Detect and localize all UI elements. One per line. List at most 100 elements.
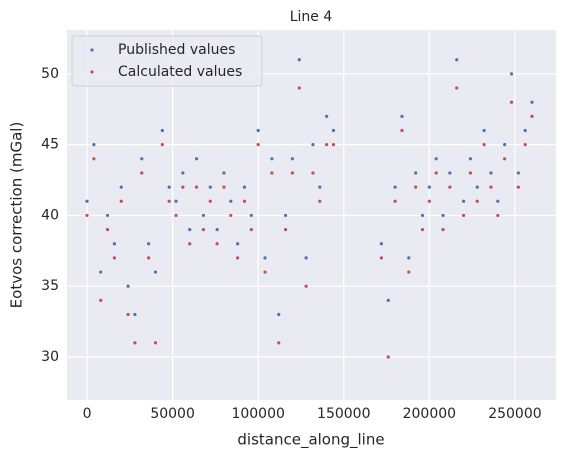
point xyxy=(434,171,438,175)
point xyxy=(455,86,459,90)
point xyxy=(297,86,301,90)
y-tick-label: 40 xyxy=(41,207,59,223)
point xyxy=(475,185,479,189)
point xyxy=(482,143,486,147)
y-axis-label: Eotvos correction (mGal) xyxy=(8,122,26,309)
point xyxy=(105,213,110,218)
point xyxy=(92,143,96,147)
point xyxy=(304,256,308,260)
point xyxy=(441,213,445,218)
x-tick-label: 150000 xyxy=(317,406,370,422)
point xyxy=(160,143,164,147)
legend-marker xyxy=(90,48,94,52)
point xyxy=(468,157,473,161)
point xyxy=(290,157,295,161)
point xyxy=(140,171,144,175)
point xyxy=(297,58,301,62)
point xyxy=(167,199,171,203)
point xyxy=(229,213,233,218)
x-tick-label: 200000 xyxy=(403,406,456,422)
legend: Published values Calculated values xyxy=(71,35,263,87)
legend-frame xyxy=(71,35,263,87)
point xyxy=(407,270,411,274)
point xyxy=(516,185,520,189)
point xyxy=(448,171,452,175)
point xyxy=(489,185,493,189)
point xyxy=(393,199,397,203)
point xyxy=(270,171,274,175)
marks xyxy=(85,58,534,359)
point xyxy=(523,128,527,133)
point xyxy=(509,100,514,104)
point xyxy=(160,128,164,133)
point xyxy=(263,270,267,274)
point xyxy=(147,256,151,260)
point xyxy=(126,284,130,288)
point xyxy=(461,213,466,218)
point xyxy=(242,199,247,203)
point xyxy=(188,242,192,246)
point xyxy=(325,114,329,118)
point xyxy=(236,242,240,246)
y-tick-label: 35 xyxy=(41,278,59,294)
point xyxy=(133,312,137,317)
point xyxy=(256,128,260,133)
y-tick-label: 30 xyxy=(41,349,59,365)
point xyxy=(270,157,274,161)
point xyxy=(489,171,493,175)
point xyxy=(208,185,212,189)
point xyxy=(222,171,226,175)
point xyxy=(325,143,329,147)
point xyxy=(331,128,336,133)
x-axis-label: distance_along_line xyxy=(237,431,384,450)
point xyxy=(393,185,397,189)
point xyxy=(277,312,281,317)
point xyxy=(112,242,117,246)
point xyxy=(85,213,89,218)
point xyxy=(448,185,452,189)
point xyxy=(119,199,123,203)
point xyxy=(277,341,281,345)
point xyxy=(461,199,466,203)
point xyxy=(414,171,418,175)
point xyxy=(215,242,219,246)
point xyxy=(509,72,514,76)
point xyxy=(222,185,226,189)
point xyxy=(229,199,233,203)
point xyxy=(318,185,322,189)
point xyxy=(201,227,206,232)
point xyxy=(263,256,267,260)
point xyxy=(475,199,479,203)
point xyxy=(92,157,96,161)
point xyxy=(503,157,507,161)
point xyxy=(400,114,404,118)
point xyxy=(420,213,425,218)
x-tick-label: 250000 xyxy=(488,406,541,422)
point xyxy=(188,227,192,232)
grid xyxy=(67,30,556,400)
point xyxy=(249,227,253,232)
legend-label: Published values xyxy=(118,42,235,58)
legend-label: Calculated values xyxy=(118,64,242,80)
point xyxy=(427,185,431,189)
x-tick-label: 100000 xyxy=(231,406,284,422)
point xyxy=(503,143,507,147)
y-tick-label: 45 xyxy=(41,137,59,153)
point xyxy=(174,199,178,203)
point xyxy=(400,128,404,133)
point xyxy=(455,58,459,62)
point xyxy=(99,298,103,302)
point xyxy=(304,284,308,288)
point xyxy=(379,256,384,260)
point xyxy=(530,114,534,118)
point xyxy=(386,355,390,359)
y-tick-label: 50 xyxy=(41,66,59,82)
point xyxy=(201,213,206,218)
point xyxy=(147,242,151,246)
point xyxy=(119,185,123,189)
point xyxy=(140,157,144,161)
point xyxy=(311,143,315,147)
point xyxy=(414,185,418,189)
point xyxy=(427,199,431,203)
